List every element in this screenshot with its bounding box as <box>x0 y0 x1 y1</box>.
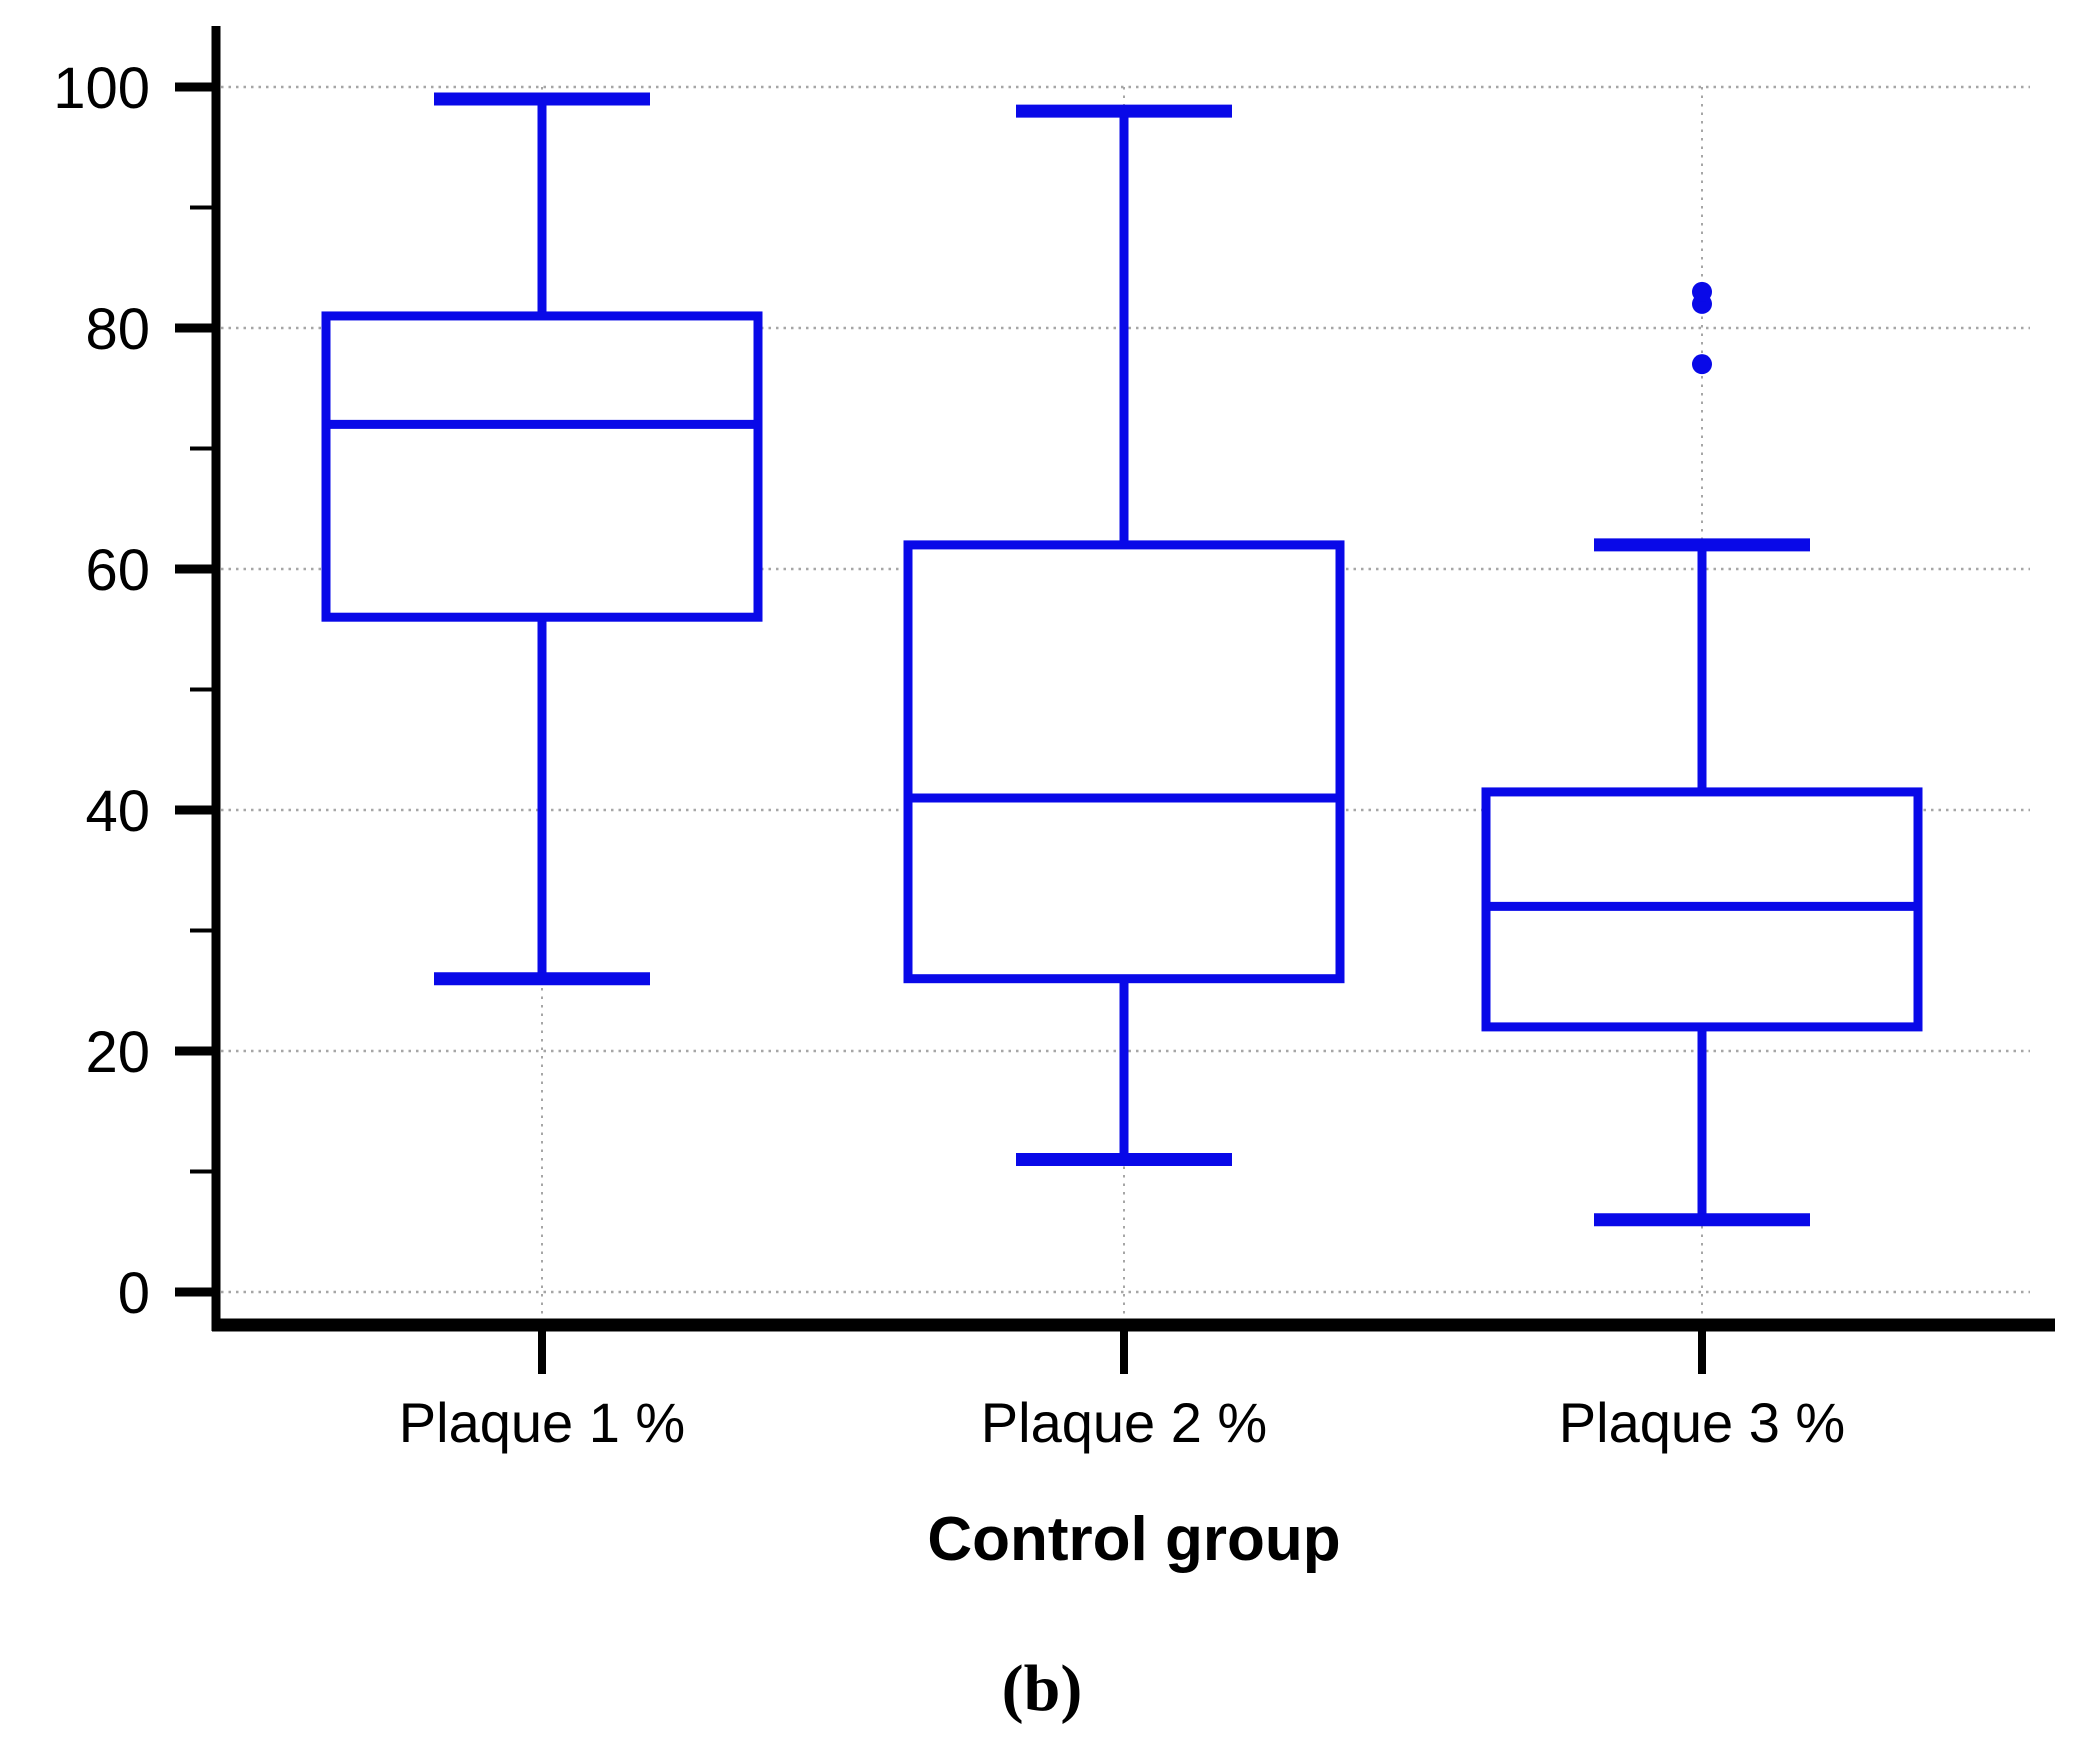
x-tick-label-plaque-2: Plaque 2 % <box>981 1391 1267 1454</box>
x-tick-label-plaque-1: Plaque 1 % <box>399 1391 685 1454</box>
y-tick-label: 100 <box>53 56 150 121</box>
iqr-box <box>903 540 1345 984</box>
boxplot-series <box>321 92 1923 1227</box>
y-tick-label: 80 <box>85 297 150 362</box>
figure-caption: (b) <box>1002 1652 1083 1725</box>
x-axis-title: Control group <box>927 1505 1340 1574</box>
y-tick-label: 20 <box>85 1020 150 1085</box>
box-group-2 <box>903 104 1345 1166</box>
x-tick-label-plaque-3: Plaque 3 % <box>1559 1391 1845 1454</box>
y-tick-label: 0 <box>118 1261 150 1326</box>
iqr-box <box>321 311 763 622</box>
y-tick-label: 60 <box>85 538 150 603</box>
box-group-3 <box>1481 281 1923 1227</box>
outlier-point <box>1692 281 1712 302</box>
y-axis-tick-labels: 100 80 60 40 20 0 <box>53 56 150 1326</box>
outlier-point <box>1692 354 1712 375</box>
x-axis-tick-labels: Plaque 1 % Plaque 2 % Plaque 3 % <box>399 1391 1845 1454</box>
box-group-1 <box>321 92 763 986</box>
y-tick-label: 40 <box>85 779 150 844</box>
axes <box>175 26 2055 1374</box>
